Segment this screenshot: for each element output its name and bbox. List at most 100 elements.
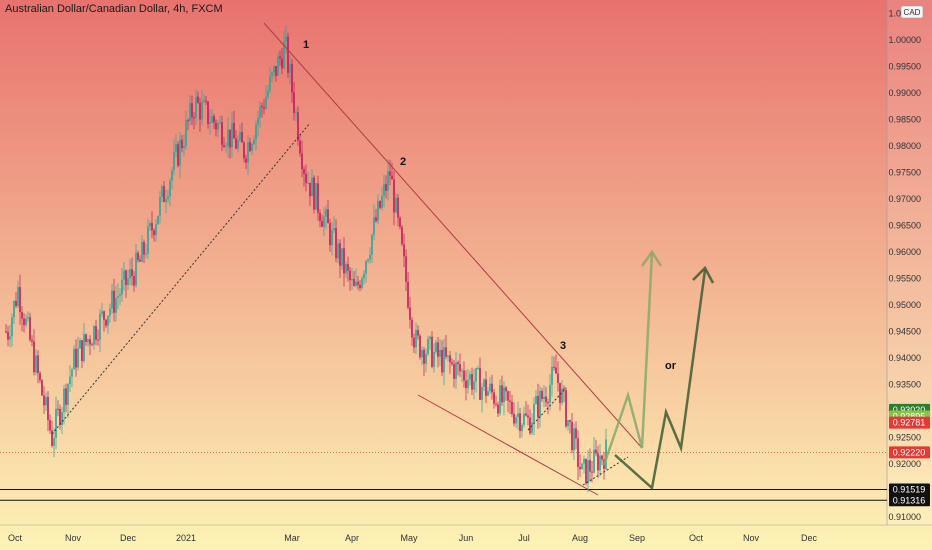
- candle-body: [527, 415, 529, 418]
- candle-body: [275, 66, 277, 76]
- candle-body: [63, 388, 65, 412]
- candle-body: [605, 439, 607, 469]
- candle-body: [295, 112, 297, 114]
- candle-body: [59, 408, 61, 425]
- candle-body: [285, 36, 287, 42]
- descending-resistance-line: [263, 22, 643, 449]
- candle-body: [77, 348, 79, 368]
- y-tick-label: 0.99500: [888, 61, 921, 71]
- candle-body: [365, 261, 367, 274]
- candle-body: [279, 56, 281, 59]
- candle-body: [547, 402, 549, 404]
- candle-body: [191, 103, 193, 118]
- candle-body: [219, 122, 221, 124]
- x-tick-label: Jul: [518, 533, 530, 543]
- candle-body: [247, 142, 249, 163]
- candle-body: [559, 382, 561, 403]
- candle-body: [249, 142, 251, 151]
- candle-body: [223, 145, 225, 147]
- candle-body: [25, 318, 27, 326]
- candle-body: [505, 387, 507, 392]
- horizontal-levels: [0, 452, 887, 501]
- candle-body: [379, 201, 381, 208]
- candle-body: [367, 259, 369, 262]
- candle-body: [573, 428, 575, 451]
- candle-body: [383, 184, 385, 196]
- candle-body: [199, 102, 201, 120]
- y-tick-label: 0.98000: [888, 141, 921, 151]
- uptrend-line-left: [51, 122, 311, 435]
- candle-body: [471, 374, 473, 390]
- candle-body: [515, 417, 517, 424]
- candle-body: [27, 317, 29, 319]
- candle-body: [101, 311, 103, 314]
- x-tick-label: Aug: [572, 533, 588, 543]
- candle-body: [331, 229, 333, 246]
- candle-body: [561, 388, 563, 403]
- candle-body: [269, 75, 271, 91]
- projection-arrowhead-b: [692, 265, 715, 284]
- candle-body: [255, 124, 257, 140]
- candle-body: [341, 248, 343, 266]
- candle-body: [47, 396, 49, 421]
- candle-body: [75, 348, 77, 368]
- scenario-or-label: or: [665, 360, 677, 372]
- candle-body: [95, 326, 97, 340]
- candle-body: [593, 449, 595, 473]
- candle-body: [601, 455, 603, 460]
- time-axis: Oct Nov Dec 2021 Mar Apr May Jun Jul Aug Sep Oct Nov…: [8, 533, 818, 543]
- descending-support-line: [417, 394, 599, 496]
- candle-body: [503, 387, 505, 403]
- x-tick-label: Dec: [801, 533, 818, 543]
- candle-body: [533, 403, 535, 423]
- candle-body: [17, 287, 19, 306]
- candle-body: [543, 396, 545, 400]
- candle-body: [493, 392, 495, 404]
- candle-body: [271, 72, 273, 76]
- candle-body: [209, 122, 211, 124]
- candle-body: [201, 102, 203, 120]
- candle-body: [123, 270, 125, 280]
- candle-body: [545, 396, 547, 403]
- candle-body: [551, 366, 553, 385]
- candle-body: [99, 313, 101, 340]
- y-tick-label: 0.92500: [888, 433, 921, 443]
- candle-body: [65, 388, 67, 405]
- y-tick-label: 0.97000: [888, 194, 921, 204]
- y-tick-label: 0.95500: [888, 273, 921, 283]
- candle-body: [517, 413, 519, 418]
- candle-body: [457, 362, 459, 365]
- candle-body: [305, 174, 307, 184]
- candle-body: [535, 395, 537, 404]
- projection-path-a: [602, 252, 654, 466]
- candle-body: [141, 242, 143, 262]
- candle-body: [179, 139, 181, 166]
- candle-body: [375, 217, 377, 222]
- candle-body: [161, 186, 163, 197]
- candle-body: [373, 217, 375, 235]
- candle-body: [355, 281, 357, 286]
- currency-badge-box: [900, 5, 924, 19]
- candle-body: [105, 319, 107, 326]
- candle-body: [537, 395, 539, 418]
- y-tick-label: 0.99000: [888, 88, 921, 98]
- candle-body: [449, 355, 451, 363]
- candle-body: [577, 438, 579, 468]
- candle-body: [473, 381, 475, 390]
- candle-body: [245, 158, 247, 163]
- candle-body: [475, 368, 477, 382]
- candle-body: [237, 140, 239, 149]
- candle-body: [11, 317, 13, 337]
- candle-body: [181, 139, 183, 149]
- price-badge: [889, 494, 930, 507]
- price-badge-label: 0.92895: [893, 412, 926, 422]
- candle-body: [401, 226, 403, 245]
- candle-body: [487, 391, 489, 396]
- candle-body: [579, 467, 581, 470]
- candle-body: [509, 400, 511, 402]
- x-tick-label: Oct: [689, 533, 704, 543]
- candle-body: [451, 362, 453, 364]
- candle-body: [325, 209, 327, 217]
- candle-body: [81, 340, 83, 361]
